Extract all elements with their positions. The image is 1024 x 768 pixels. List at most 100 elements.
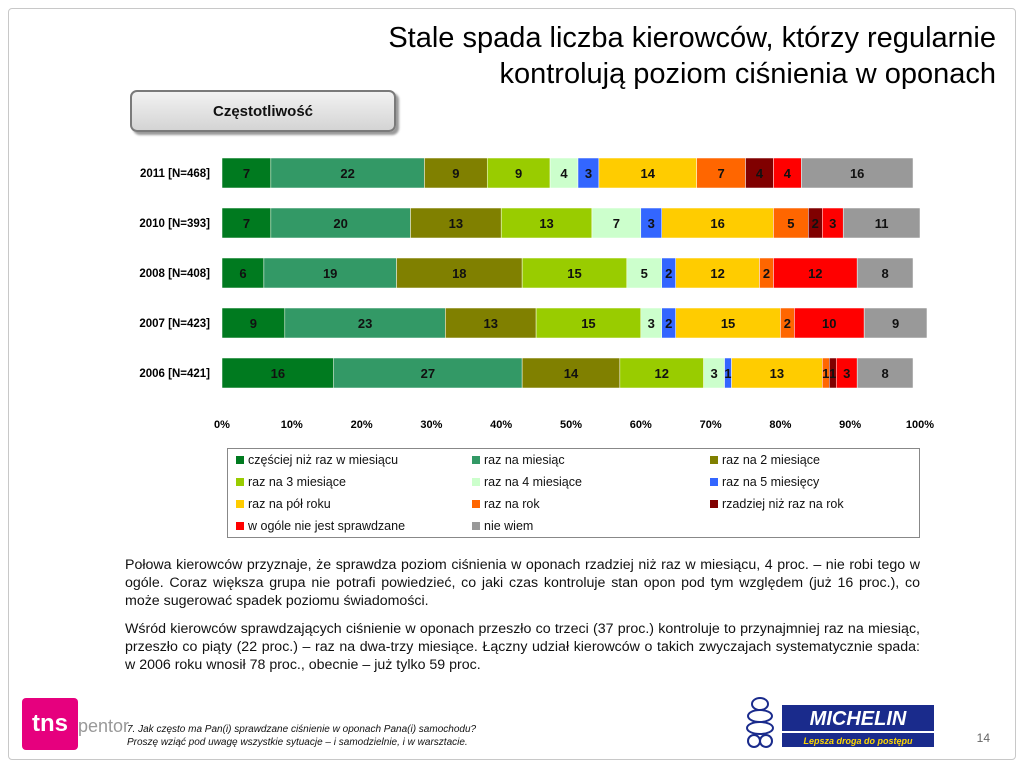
bar-segment	[794, 307, 865, 339]
legend-label: nie wiem	[484, 519, 534, 533]
x-tick-label: 80%	[769, 419, 791, 431]
slide-frame	[8, 8, 1016, 760]
tns-pentor-logo: tns pentor	[22, 698, 129, 750]
legend-label: raz na pół roku	[248, 497, 331, 511]
bar-segment	[396, 257, 523, 289]
footnote-line-1: 7. Jak często ma Pan(i) sprawdzane ciśni…	[127, 724, 477, 735]
bar-segment	[221, 207, 272, 239]
legend-label: raz na 4 miesiące	[484, 475, 582, 489]
data-label: 23	[358, 316, 372, 331]
data-label: 15	[581, 316, 595, 331]
x-tick-label: 60%	[630, 419, 652, 431]
legend-label: częściej niż raz w miesiącu	[248, 453, 399, 467]
category-label: 2006 [N=421]	[139, 368, 210, 380]
title-line-2: kontrolują poziom ciśnienia w oponach	[499, 58, 996, 90]
bar-segment	[270, 207, 411, 239]
michelin-slogan: Lepsza droga do postępu	[803, 736, 913, 746]
data-label: 6	[239, 266, 246, 281]
legend-item: raz na 4 miesiące	[472, 475, 582, 489]
legend-swatch	[472, 478, 480, 486]
michelin-logo: MICHELIN Lepsza droga do postępu	[746, 697, 934, 748]
legend-label: rzadziej niż raz na rok	[722, 497, 844, 511]
bar-segment	[773, 157, 802, 189]
tns-logo-box: tns	[22, 698, 78, 750]
data-label: 7	[613, 216, 620, 231]
page-number: 14	[976, 731, 990, 745]
bar-segment	[333, 357, 523, 389]
data-label: 15	[567, 266, 581, 281]
x-tick-label: 40%	[490, 419, 512, 431]
bar-segment	[675, 307, 781, 339]
data-label: 9	[515, 166, 522, 181]
data-label: 9	[250, 316, 257, 331]
bar-segment	[626, 257, 662, 289]
data-label: 12	[655, 366, 669, 381]
legend-label: raz na rok	[484, 497, 540, 511]
data-label: 11	[875, 216, 889, 231]
x-tick-label: 90%	[839, 419, 861, 431]
data-label: 16	[710, 216, 724, 231]
bar-segment	[598, 157, 697, 189]
category-label: 2008 [N=408]	[139, 268, 210, 280]
bar-segment	[445, 307, 537, 339]
bar-segment	[731, 357, 823, 389]
footnote-line-2: Proszę wziąć pod uwagę wszystkie sytuacj…	[127, 737, 468, 748]
bar-segment	[486, 157, 551, 189]
data-label: 22	[340, 166, 354, 181]
x-tick-label: 20%	[351, 419, 373, 431]
bar-segment	[410, 207, 502, 239]
data-label: 7	[243, 166, 250, 181]
data-label: 1	[724, 366, 731, 381]
data-label: 16	[850, 166, 864, 181]
data-label: 3	[710, 366, 717, 381]
data-label: 13	[539, 216, 553, 231]
data-label: 8	[881, 266, 888, 281]
bar-segment	[856, 357, 914, 389]
bar-segment	[549, 157, 579, 189]
bar-segment	[745, 157, 774, 189]
bar-segment	[500, 207, 593, 239]
category-label: 2011 [N=468]	[140, 168, 210, 180]
michelin-mascot-icon	[746, 697, 774, 748]
data-label: 5	[641, 266, 648, 281]
legend-item: częściej niż raz w miesiącu	[236, 453, 398, 467]
legend-swatch	[236, 500, 244, 508]
data-label: 15	[721, 316, 735, 331]
data-label: 2	[665, 266, 672, 281]
data-label: 7	[717, 166, 724, 181]
bar-segment	[221, 157, 272, 189]
data-label: 9	[892, 316, 899, 331]
body-paragraph-2: Wśród kierowców sprawdzających ciśnienie…	[125, 621, 920, 673]
data-label: 12	[710, 266, 724, 281]
data-label: 4	[756, 166, 764, 181]
x-tick-label: 10%	[281, 419, 303, 431]
data-label: 1	[822, 366, 829, 381]
legend-swatch	[472, 522, 480, 530]
data-label: 2	[665, 316, 672, 331]
bar-segment	[221, 307, 286, 339]
data-label: 14	[641, 166, 656, 181]
footnote: 7. Jak często ma Pan(i) sprawdzane ciśni…	[127, 723, 727, 749]
legend-swatch	[710, 478, 718, 486]
bar-segment	[284, 307, 446, 339]
data-label: 12	[808, 266, 822, 281]
data-label: 4	[784, 166, 792, 181]
data-label: 8	[881, 366, 888, 381]
legend-item: raz na 3 miesiące	[236, 475, 346, 489]
x-tick-label: 30%	[420, 419, 442, 431]
bar-segment	[842, 207, 921, 239]
bar-segment	[661, 207, 774, 239]
body-paragraph-1: Połowa kierowców przyznaje, że sprawdza …	[125, 557, 920, 609]
data-label: 16	[271, 366, 285, 381]
data-label: 19	[323, 266, 337, 281]
legend-item: raz na miesiąc	[472, 453, 565, 467]
data-label: 2	[784, 316, 791, 331]
data-label: 20	[333, 216, 347, 231]
legend-item: raz na 2 miesiące	[710, 453, 820, 467]
x-tick-label: 0%	[214, 419, 230, 431]
data-label: 10	[822, 316, 836, 331]
michelin-word: MICHELIN	[810, 708, 907, 730]
bar-segment	[696, 157, 746, 189]
bar-segment	[263, 257, 397, 289]
legend-swatch	[472, 500, 480, 508]
